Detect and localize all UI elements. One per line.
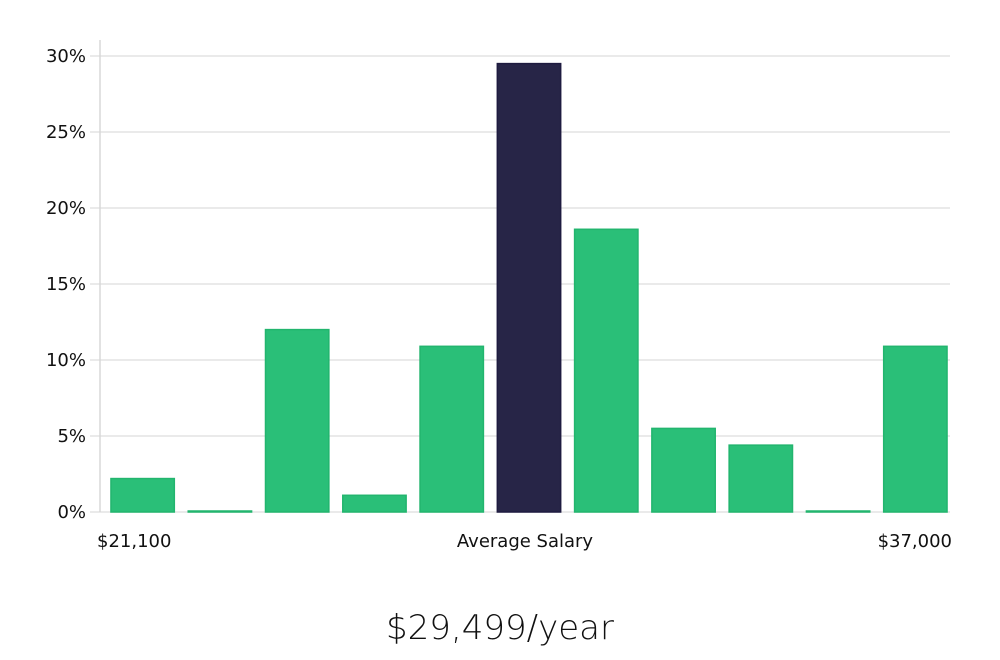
bar [187, 510, 253, 513]
bar [805, 510, 871, 513]
histogram-bars [110, 62, 948, 513]
x-label-min: $21,100 [97, 531, 171, 552]
x-label-max: $37,000 [878, 531, 952, 552]
y-tick-label: 30% [46, 46, 86, 67]
bar [110, 477, 176, 513]
bar-average [496, 62, 562, 513]
x-label-average: Average Salary [457, 531, 594, 552]
y-axis-ticks: 0% 5% 10% 15% 20% 25% 30% [46, 46, 86, 523]
average-salary-value: $29,499/year [386, 608, 614, 648]
y-tick-label: 20% [46, 198, 86, 219]
bar [419, 345, 485, 513]
y-tick-label: 10% [46, 350, 86, 371]
y-tick-label: 0% [57, 502, 86, 523]
bar [264, 328, 330, 513]
bar [882, 345, 948, 513]
bar [651, 427, 716, 513]
y-tick-label: 5% [57, 426, 86, 447]
bar [342, 494, 407, 513]
salary-histogram: 0% 5% 10% 15% 20% 25% 30% $21,100 Average Sala… [46, 40, 952, 552]
bar [728, 444, 794, 513]
bar [573, 228, 639, 513]
y-tick-label: 25% [46, 122, 86, 143]
y-tick-label: 15% [46, 274, 86, 295]
